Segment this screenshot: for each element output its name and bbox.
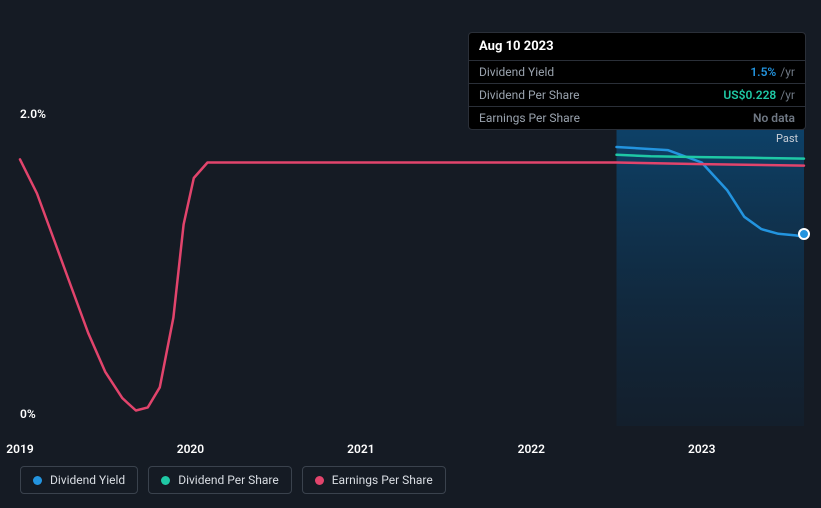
tooltip-row: Earnings Per Share No data <box>469 106 805 129</box>
tooltip-row-unit: /yr <box>780 65 795 79</box>
past-label: Past <box>776 132 798 145</box>
legend-item-label: Dividend Yield <box>50 473 125 487</box>
legend-item-label: Earnings Per Share <box>332 473 433 487</box>
legend-item[interactable]: Earnings Per Share <box>302 466 446 494</box>
legend-item[interactable]: Dividend Per Share <box>148 466 292 494</box>
tooltip-row-value: No data <box>753 111 795 125</box>
tooltip-row-label: Dividend Yield <box>479 65 554 79</box>
tooltip-row: Dividend Per Share US$0.228/yr <box>469 83 805 106</box>
y-axis-label-top: 2.0% <box>20 107 46 121</box>
x-axis-tick: 2020 <box>177 442 204 456</box>
chart-tooltip: Aug 10 2023Dividend Yield1.5%/yrDividend… <box>468 32 806 130</box>
legend-item[interactable]: Dividend Yield <box>20 466 138 494</box>
legend-dot-icon <box>161 476 170 485</box>
chart-plot <box>20 116 804 426</box>
legend-dot-icon <box>33 476 42 485</box>
x-axis-tick: 2022 <box>518 442 545 456</box>
legend-item-label: Dividend Per Share <box>178 473 279 487</box>
tooltip-row: Dividend Yield 1.5% /yr <box>469 60 805 83</box>
tooltip-row-value: US$0.228 <box>723 88 776 102</box>
x-axis-tick: 2019 <box>6 442 33 456</box>
tooltip-date: Aug 10 2023 <box>469 39 805 60</box>
tooltip-row-label: Dividend Per Share <box>479 88 580 102</box>
series-end-marker <box>798 228 810 240</box>
x-axis-tick: 2021 <box>347 442 374 456</box>
x-axis-tick: 2023 <box>688 442 715 456</box>
tooltip-row-value: 1.5% <box>750 65 776 79</box>
chart-legend: Dividend Yield Dividend Per Share Earnings… <box>20 466 446 494</box>
legend-dot-icon <box>315 476 324 485</box>
tooltip-row-unit: /yr <box>780 88 795 102</box>
y-axis-label-bottom: 0% <box>20 407 36 421</box>
tooltip-row-label: Earnings Per Share <box>479 111 580 125</box>
